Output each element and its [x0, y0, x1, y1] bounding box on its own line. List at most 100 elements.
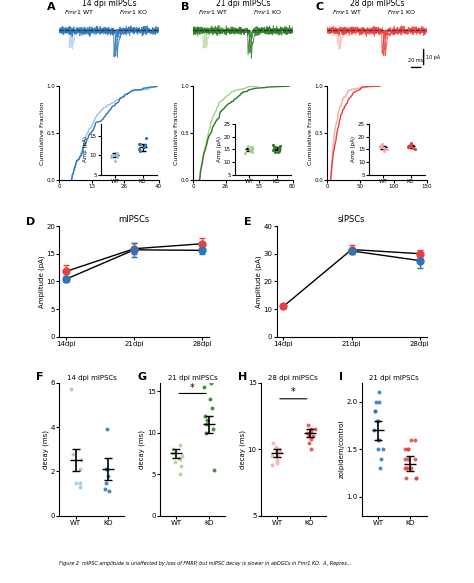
- Text: $\it{Fmr1}$ WT: $\it{Fmr1}$ WT: [64, 8, 94, 16]
- Point: [372, 397, 379, 406]
- Point: [176, 469, 184, 479]
- Y-axis label: Cumulative Fraction: Cumulative Fraction: [308, 101, 313, 164]
- Point: [171, 457, 179, 466]
- Text: $\it{Fmr1}$ KO: $\it{Fmr1}$ KO: [253, 8, 282, 16]
- Y-axis label: Amplitude (pA): Amplitude (pA): [38, 255, 45, 308]
- Point: [374, 416, 382, 426]
- Point: [404, 445, 411, 454]
- Point: [379, 445, 386, 454]
- Point: [375, 435, 383, 444]
- Point: [307, 445, 315, 454]
- Text: 14 dpi mIPSCs: 14 dpi mIPSCs: [82, 0, 136, 8]
- Point: [371, 407, 379, 416]
- Point: [376, 463, 383, 473]
- Point: [371, 426, 378, 435]
- Point: [373, 416, 381, 426]
- Point: [303, 429, 310, 438]
- Text: 10 pA: 10 pA: [426, 55, 440, 59]
- Point: [202, 420, 210, 429]
- Point: [177, 461, 185, 470]
- Point: [76, 482, 83, 491]
- Point: [76, 478, 83, 487]
- Point: [377, 454, 385, 463]
- Text: I: I: [339, 372, 343, 382]
- Text: E: E: [244, 217, 251, 227]
- Point: [307, 434, 315, 443]
- Point: [305, 421, 312, 430]
- Point: [209, 403, 216, 412]
- Point: [103, 465, 111, 474]
- Point: [175, 453, 182, 462]
- Point: [405, 454, 412, 463]
- Point: [275, 445, 283, 454]
- Point: [273, 458, 281, 467]
- Point: [203, 416, 210, 425]
- Text: *: *: [190, 383, 195, 393]
- Point: [102, 478, 110, 487]
- Point: [403, 463, 410, 473]
- Point: [411, 435, 419, 444]
- Y-axis label: Amplitude (pA): Amplitude (pA): [255, 255, 262, 308]
- Point: [274, 451, 282, 461]
- Text: *: *: [291, 387, 296, 397]
- Title: mIPSCs: mIPSCs: [118, 215, 150, 224]
- Point: [374, 435, 382, 444]
- Point: [102, 465, 109, 474]
- Point: [70, 449, 77, 458]
- Point: [269, 451, 276, 461]
- Point: [309, 431, 317, 441]
- Point: [176, 441, 183, 450]
- Point: [273, 455, 281, 465]
- Point: [305, 431, 312, 441]
- Point: [408, 463, 415, 473]
- Text: C: C: [315, 2, 324, 12]
- Text: G: G: [137, 372, 146, 382]
- Text: D: D: [26, 217, 36, 227]
- Point: [401, 454, 409, 463]
- Point: [176, 455, 184, 464]
- Point: [68, 385, 75, 394]
- Point: [412, 473, 419, 482]
- Point: [412, 473, 419, 482]
- Point: [375, 388, 383, 397]
- Y-axis label: decay (ms): decay (ms): [139, 430, 146, 469]
- Y-axis label: Cumulative Fraction: Cumulative Fraction: [40, 101, 45, 164]
- Point: [105, 487, 113, 496]
- Text: $\it{Fmr1}$ KO: $\it{Fmr1}$ KO: [119, 8, 148, 16]
- Point: [371, 407, 379, 416]
- Title: sIPSCs: sIPSCs: [338, 215, 365, 224]
- Point: [210, 465, 218, 475]
- Text: A: A: [47, 2, 56, 12]
- Text: Figure 2  mIPSC amplitude is unaffected by loss of FMRP, but mIPSC decay is slow: Figure 2 mIPSC amplitude is unaffected b…: [59, 561, 352, 566]
- Point: [73, 478, 80, 487]
- Point: [272, 447, 279, 456]
- Y-axis label: Cumulative Fraction: Cumulative Fraction: [174, 101, 179, 164]
- Text: $\it{Fmr1}$ WT: $\it{Fmr1}$ WT: [332, 8, 362, 16]
- Point: [401, 463, 409, 473]
- Point: [101, 484, 109, 494]
- Point: [77, 456, 84, 465]
- Point: [276, 447, 283, 456]
- Point: [402, 463, 410, 473]
- Title: 21 dpi mIPSCs: 21 dpi mIPSCs: [369, 375, 419, 381]
- Title: 14 dpi mIPSCs: 14 dpi mIPSCs: [67, 375, 117, 381]
- Point: [202, 428, 210, 437]
- Text: $\it{Fmr1}$ KO: $\it{Fmr1}$ KO: [387, 8, 416, 16]
- Point: [206, 395, 214, 404]
- Point: [210, 424, 217, 433]
- Text: H: H: [238, 372, 247, 382]
- Text: B: B: [182, 2, 190, 12]
- Y-axis label: decay (ms): decay (ms): [43, 430, 49, 469]
- Point: [407, 435, 415, 444]
- Point: [305, 438, 312, 447]
- Point: [178, 451, 186, 461]
- Point: [201, 382, 208, 392]
- Point: [269, 438, 277, 447]
- Point: [208, 378, 215, 388]
- Point: [307, 427, 315, 437]
- Title: 21 dpi mIPSCs: 21 dpi mIPSCs: [168, 375, 218, 381]
- Point: [169, 445, 176, 454]
- Point: [375, 397, 383, 406]
- Point: [169, 449, 176, 458]
- Point: [402, 473, 410, 482]
